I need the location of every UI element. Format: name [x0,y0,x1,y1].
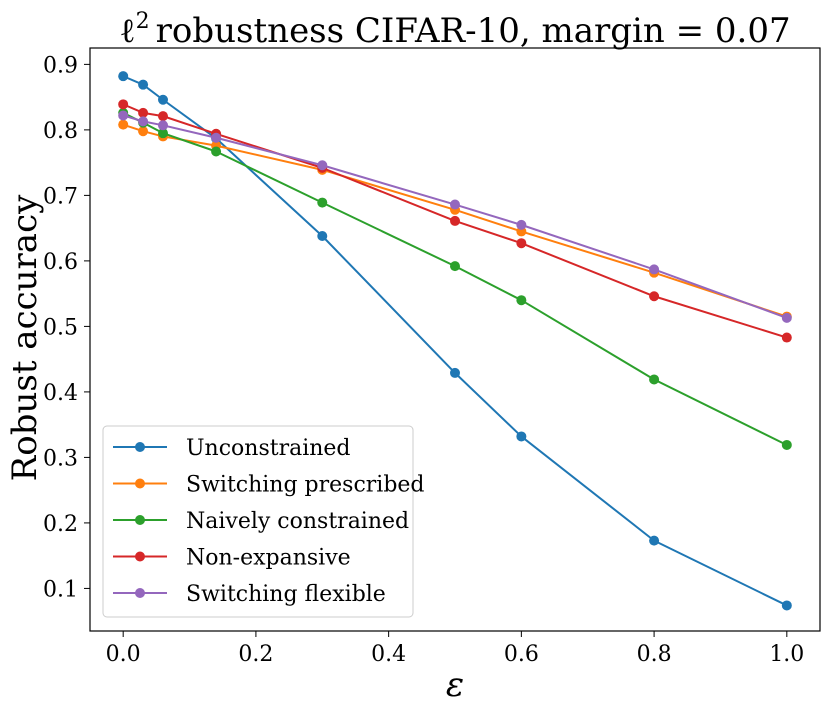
data-point [781,600,792,611]
data-point [138,126,149,137]
title-superscript: 2 [136,9,150,34]
legend-label: Switching prescribed [186,473,425,498]
legend: Unconstrained Switching prescribed Naively… [102,425,425,618]
y-tick-label: 0.7 [43,184,78,209]
legend-item: Unconstrained [113,436,351,461]
plot-frame [89,47,821,632]
y-tick-label: 0.6 [43,250,78,275]
legend-label: Unconstrained [186,436,351,461]
x-tick-label: 0.6 [504,642,539,667]
y-tick-label: 0.5 [43,315,78,340]
data-point [118,99,129,110]
data-point [118,71,129,82]
chart-title: ℓ2 robustness CIFAR-10, margin = 0.07 [119,9,790,51]
legend-marker [135,478,145,489]
x-tick-label: 1.0 [769,642,804,667]
data-point [649,264,660,275]
legend-item: Switching flexible [113,582,386,607]
series-layer [118,71,792,611]
data-point [317,160,328,171]
data-point [450,199,460,210]
x-tick-label: 0.8 [637,642,672,667]
series-line-naively-constrained [122,111,788,446]
title-prefix: ℓ [119,11,135,51]
y-tick-label: 0.2 [43,512,78,537]
series-unconstrained [118,71,792,611]
data-point [317,197,328,208]
data-point [516,431,527,442]
legend-marker [135,588,145,598]
legend-marker [135,551,145,562]
data-point [138,116,149,127]
data-point [450,215,460,226]
title-main: robustness CIFAR-10, margin = 0.07 [156,11,791,51]
x-tick-label: 0.4 [371,642,406,667]
data-point [118,110,129,121]
data-point [158,128,168,139]
y-tick-label: 0.8 [43,119,78,144]
legend-item: Naively constrained [113,509,409,534]
data-point [781,332,792,343]
data-point [158,94,168,105]
data-point [516,219,527,230]
legend-marker [135,515,145,525]
data-point [781,439,792,450]
data-point [450,261,460,272]
data-point [158,120,168,131]
data-point [516,238,527,249]
data-point [781,312,792,323]
data-point [158,111,168,122]
data-point [211,132,222,143]
legend-marker [135,442,145,452]
x-tick-label: 0.0 [106,642,141,667]
y-tick-label: 0.4 [43,381,78,406]
data-point [516,295,527,306]
series-naively-constrained [118,107,792,450]
y-tick-label: 0.1 [43,577,78,602]
data-point [450,367,460,378]
legend-label: Switching flexible [186,582,386,607]
data-point [317,231,328,242]
x-tick-label: 0.2 [238,642,273,667]
legend-box [102,425,414,618]
axis-ticks: 0.0 0.2 0.4 0.6 0.8 1.0 0.1 0.2 0.3 0.4 0.5 0.6 0.7 0… [43,53,804,667]
y-tick-label: 0.9 [43,53,78,78]
data-point [649,291,660,302]
data-point [138,79,149,90]
legend-item: Non-expansive [113,546,351,571]
y-tick-label: 0.3 [43,446,78,471]
legend-label: Non-expansive [186,546,351,571]
data-point [211,146,222,157]
data-point [138,107,149,118]
series-switching-flexible [118,110,792,323]
legend-label: Naively constrained [186,509,409,534]
y-axis-label: Robust accuracy [5,194,45,481]
data-point [649,374,660,385]
legend-item: Switching prescribed [113,473,425,498]
x-axis-label: ε [446,665,464,705]
data-point [649,535,660,546]
data-point [118,119,129,130]
